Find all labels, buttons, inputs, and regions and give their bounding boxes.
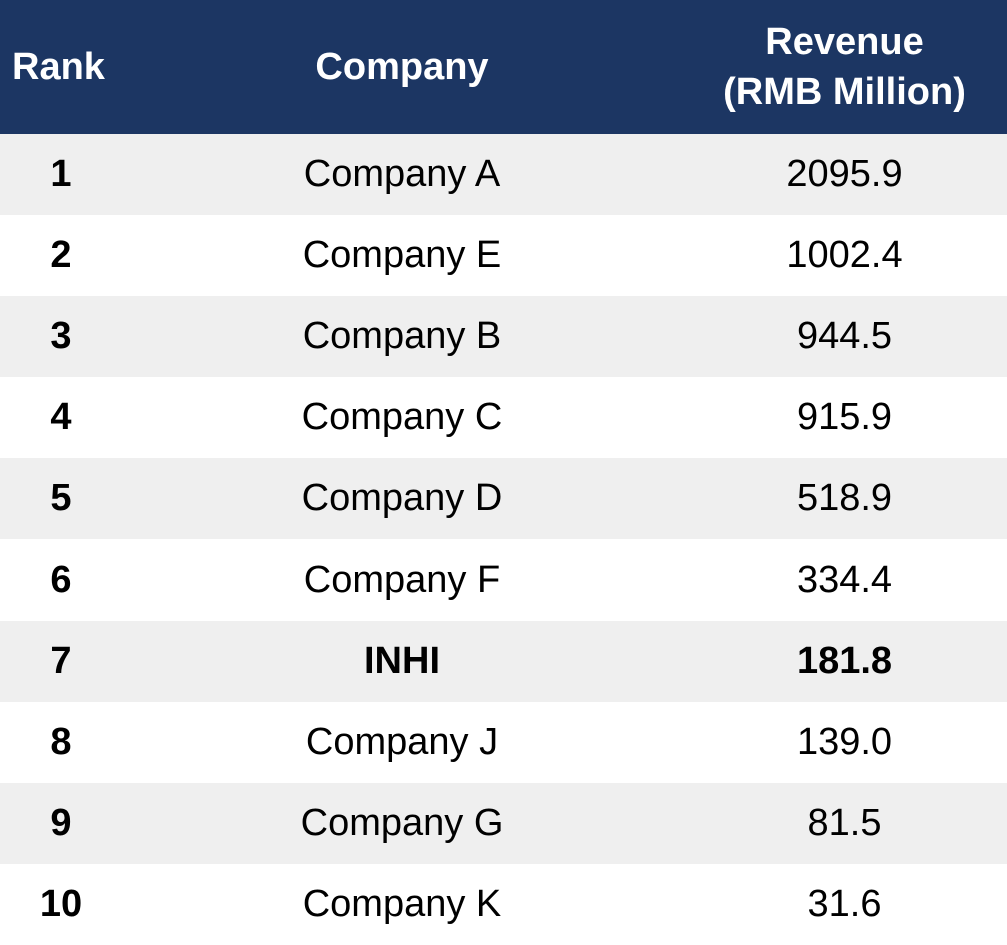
table-row: 2 Company E 1002.4 xyxy=(0,215,1007,296)
header-revenue-line1: Revenue xyxy=(765,21,924,63)
revenue-cell: 1002.4 xyxy=(786,234,903,277)
table-row: 8 Company J 139.0 xyxy=(0,702,1007,783)
company-cell: Company K xyxy=(302,882,502,925)
rank-cell: 8 xyxy=(50,720,72,763)
company-cell: INHI xyxy=(364,639,440,682)
company-cell: Company G xyxy=(300,801,504,844)
table-row: 3 Company B 944.5 xyxy=(0,296,1007,378)
rank-cell: 7 xyxy=(50,639,72,682)
rank-cell: 6 xyxy=(50,558,72,601)
revenue-cell: 81.5 xyxy=(807,801,882,844)
revenue-cell: 139.0 xyxy=(796,720,893,763)
company-cell: Company A xyxy=(303,153,501,196)
company-cell: Company D xyxy=(301,477,503,520)
company-cell: Company J xyxy=(305,720,499,763)
table-row: 5 Company D 518.9 xyxy=(0,458,1007,540)
revenue-cell: 2095.9 xyxy=(786,153,903,196)
table-row: 4 Company C 915.9 xyxy=(0,377,1007,458)
table-row: 9 Company G 81.5 xyxy=(0,782,1007,864)
table-row: 1 Company A 2095.9 xyxy=(0,134,1007,216)
rank-cell: 9 xyxy=(50,801,72,844)
table-row: 7 INHI 181.8 xyxy=(0,620,1007,702)
rank-cell: 1 xyxy=(50,153,72,196)
table-row: 6 Company F 334.4 xyxy=(0,539,1007,620)
header-revenue: Revenue (RMB Million) xyxy=(682,17,1007,117)
revenue-cell: 518.9 xyxy=(796,477,893,520)
rank-cell: 10 xyxy=(39,882,83,925)
header-revenue-line2: (RMB Million) xyxy=(723,71,966,113)
revenue-cell: 31.6 xyxy=(807,882,882,925)
rank-cell: 2 xyxy=(50,234,72,277)
table-row: 10 Company K 31.6 xyxy=(0,864,1007,945)
table-body: 1 Company A 2095.9 2 Company E 1002.4 3 Company… xyxy=(0,134,1007,945)
company-cell: Company E xyxy=(302,234,502,277)
rank-cell: 5 xyxy=(50,477,72,520)
revenue-cell: 181.8 xyxy=(796,639,893,682)
header-company: Company xyxy=(315,45,489,88)
rank-cell: 3 xyxy=(50,315,72,358)
company-cell: Company F xyxy=(303,558,501,601)
revenue-cell: 944.5 xyxy=(796,315,893,358)
company-cell: Company C xyxy=(301,396,503,439)
rank-cell: 4 xyxy=(50,396,72,439)
table-header: Rank Company Revenue (RMB Million) xyxy=(0,0,1007,134)
company-cell: Company B xyxy=(302,315,502,358)
header-rank: Rank xyxy=(12,45,105,88)
revenue-cell: 915.9 xyxy=(796,396,893,439)
revenue-cell: 334.4 xyxy=(796,558,893,601)
